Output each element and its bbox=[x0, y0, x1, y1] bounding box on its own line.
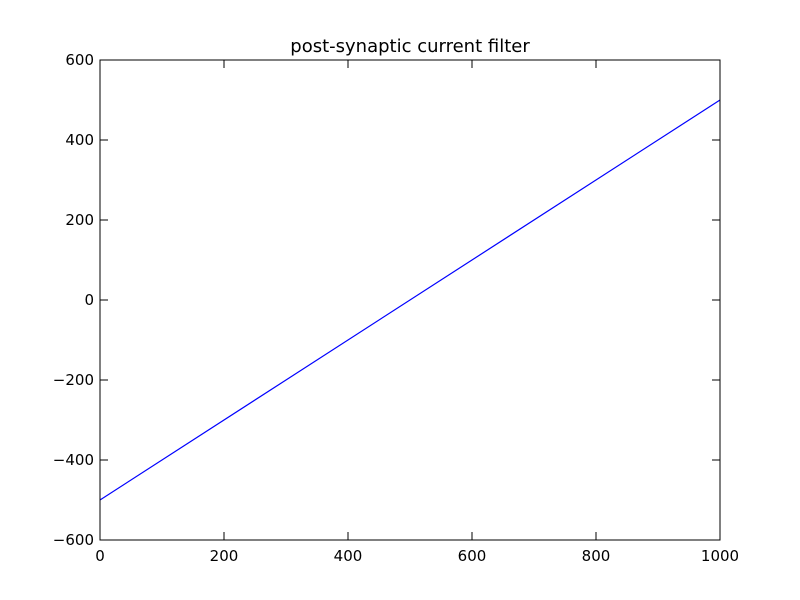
series-line-0 bbox=[99, 99, 721, 501]
x-tick-label: 400 bbox=[334, 547, 363, 565]
x-tick-label: 200 bbox=[210, 547, 239, 565]
y-tick-label: 0 bbox=[84, 291, 94, 309]
x-tick-label: 0 bbox=[95, 547, 105, 565]
y-tick-label: −600 bbox=[53, 531, 94, 549]
x-tick-label: 600 bbox=[458, 547, 487, 565]
y-tick-labels: −600 −400 −200 0 200 400 600 bbox=[53, 51, 94, 549]
y-tick-label: 600 bbox=[65, 51, 94, 69]
x-tick-label: 800 bbox=[582, 547, 611, 565]
plot-frame bbox=[99, 59, 721, 541]
x-tick-labels: 0 200 400 600 800 1000 bbox=[95, 547, 739, 565]
series-layer bbox=[99, 99, 721, 501]
x-tick-label: 1000 bbox=[701, 547, 739, 565]
y-tick-label: −400 bbox=[53, 451, 94, 469]
y-tick-label: −200 bbox=[53, 371, 94, 389]
chart-title: post-synaptic current filter bbox=[290, 36, 530, 57]
y-tick-label: 400 bbox=[65, 131, 94, 149]
y-tick-label: 200 bbox=[65, 211, 94, 229]
plot-area bbox=[99, 59, 721, 541]
